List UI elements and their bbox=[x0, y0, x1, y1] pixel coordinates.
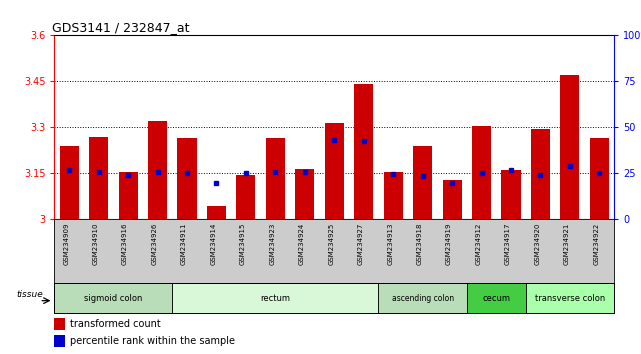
Text: GSM234917: GSM234917 bbox=[505, 223, 511, 265]
Text: percentile rank within the sample: percentile rank within the sample bbox=[70, 336, 235, 346]
Bar bbox=[325, 123, 344, 219]
Text: sigmoid colon: sigmoid colon bbox=[84, 294, 142, 303]
Text: GSM234913: GSM234913 bbox=[387, 223, 393, 265]
Bar bbox=[266, 138, 285, 219]
Text: rectum: rectum bbox=[260, 294, 290, 303]
Bar bbox=[60, 146, 79, 219]
Bar bbox=[89, 137, 108, 219]
Text: transverse colon: transverse colon bbox=[535, 294, 605, 303]
Text: GSM234912: GSM234912 bbox=[476, 223, 481, 265]
Bar bbox=[590, 138, 609, 219]
Text: GSM234921: GSM234921 bbox=[564, 223, 570, 265]
Bar bbox=[383, 172, 403, 219]
Bar bbox=[119, 172, 138, 219]
Bar bbox=[237, 175, 256, 219]
Bar bbox=[296, 169, 314, 219]
Bar bbox=[54, 318, 65, 330]
Bar bbox=[467, 283, 526, 313]
Text: GSM234920: GSM234920 bbox=[535, 223, 540, 265]
Text: GSM234919: GSM234919 bbox=[446, 223, 452, 265]
Text: GSM234918: GSM234918 bbox=[417, 223, 422, 265]
Text: GSM234926: GSM234926 bbox=[151, 223, 158, 265]
Text: GSM234925: GSM234925 bbox=[328, 223, 335, 265]
Text: tissue: tissue bbox=[17, 290, 44, 299]
Bar bbox=[501, 170, 520, 219]
Text: ascending colon: ascending colon bbox=[392, 294, 454, 303]
Bar bbox=[172, 283, 378, 313]
Text: GSM234916: GSM234916 bbox=[122, 223, 128, 265]
Text: transformed count: transformed count bbox=[70, 319, 161, 329]
Text: GDS3141 / 232847_at: GDS3141 / 232847_at bbox=[52, 21, 189, 34]
Bar bbox=[54, 283, 172, 313]
Text: cecum: cecum bbox=[482, 294, 510, 303]
Text: GSM234927: GSM234927 bbox=[358, 223, 363, 265]
Bar bbox=[178, 138, 197, 219]
Text: GSM234910: GSM234910 bbox=[93, 223, 99, 265]
Bar bbox=[560, 75, 579, 219]
Bar bbox=[472, 126, 491, 219]
Bar bbox=[442, 179, 462, 219]
Bar bbox=[531, 129, 550, 219]
Text: GSM234924: GSM234924 bbox=[299, 223, 305, 265]
Text: GSM234923: GSM234923 bbox=[269, 223, 276, 265]
Text: GSM234914: GSM234914 bbox=[210, 223, 217, 265]
Bar bbox=[413, 146, 432, 219]
Bar bbox=[378, 283, 467, 313]
Bar bbox=[54, 335, 65, 347]
Bar bbox=[354, 85, 373, 219]
Bar bbox=[207, 206, 226, 219]
Text: GSM234909: GSM234909 bbox=[63, 223, 69, 265]
Text: GSM234922: GSM234922 bbox=[594, 223, 599, 265]
Bar bbox=[526, 283, 614, 313]
Bar bbox=[148, 121, 167, 219]
Text: GSM234911: GSM234911 bbox=[181, 223, 187, 265]
Text: GSM234915: GSM234915 bbox=[240, 223, 246, 265]
